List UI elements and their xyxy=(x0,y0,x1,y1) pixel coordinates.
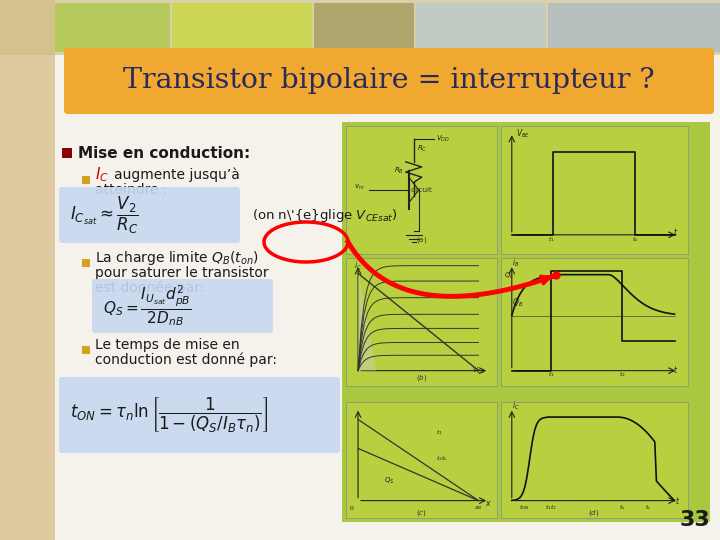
Text: augmente jusqu’à: augmente jusqu’à xyxy=(114,168,240,183)
Text: atteindre :: atteindre : xyxy=(95,183,168,197)
Text: $x_B$: $x_B$ xyxy=(474,504,483,511)
Text: conduction est donné par:: conduction est donné par: xyxy=(95,353,277,367)
Bar xyxy=(342,122,710,522)
Text: $t$: $t$ xyxy=(672,364,678,375)
Bar xyxy=(62,148,72,158)
Text: $V_{DD}$: $V_{DD}$ xyxy=(436,134,450,144)
Text: $Q_S = \dfrac{I_{U_{sat}} d_{pB}^2}{2D_{nB}}$: $Q_S = \dfrac{I_{U_{sat}} d_{pB}^2}{2D_{… xyxy=(103,284,192,328)
Bar xyxy=(346,258,497,386)
Text: $t_2$: $t_2$ xyxy=(618,370,626,379)
Text: Le temps de mise en: Le temps de mise en xyxy=(95,338,240,352)
Bar xyxy=(314,3,414,52)
Text: $0$: $0$ xyxy=(349,504,354,512)
FancyBboxPatch shape xyxy=(64,48,714,114)
Text: $t_s$: $t_s$ xyxy=(632,235,639,244)
Text: $i_B$: $i_B$ xyxy=(512,256,519,269)
Text: $t_s$: $t_s$ xyxy=(618,503,626,511)
Text: $t_{ON} = \tau_n \ln\left[\dfrac{1}{1-(Q_S/I_B\tau_n)}\right]$: $t_{ON} = \tau_n \ln\left[\dfrac{1}{1-(Q… xyxy=(70,395,268,435)
Text: $Q_c$: $Q_c$ xyxy=(504,271,514,281)
Bar xyxy=(500,126,688,254)
Bar xyxy=(82,346,90,354)
Text: $V_{BE}$: $V_{BE}$ xyxy=(516,127,530,140)
FancyBboxPatch shape xyxy=(59,187,240,243)
Text: 33: 33 xyxy=(679,510,710,530)
Text: $t_2 t_s$: $t_2 t_s$ xyxy=(436,454,449,463)
Text: $t_1$: $t_1$ xyxy=(548,235,554,244)
Text: est donnée par:: est donnée par: xyxy=(95,281,204,295)
Text: $t_1 t_2$: $t_1 t_2$ xyxy=(545,503,557,511)
Text: $(d)$: $(d)$ xyxy=(588,508,600,518)
Text: $(c)$: $(c)$ xyxy=(416,508,427,518)
FancyBboxPatch shape xyxy=(59,377,340,453)
Text: $Q_S$: $Q_S$ xyxy=(384,476,394,487)
Text: $t_c$: $t_c$ xyxy=(645,503,652,511)
Bar xyxy=(172,3,312,52)
Text: $x$: $x$ xyxy=(485,500,491,508)
Text: circuit: circuit xyxy=(410,187,432,193)
Text: $t_{ON}$: $t_{ON}$ xyxy=(519,503,531,511)
Bar xyxy=(346,126,497,254)
FancyBboxPatch shape xyxy=(92,279,273,333)
Text: La charge limite $Q_B(t_{on})$: La charge limite $Q_B(t_{on})$ xyxy=(95,249,259,267)
Text: $Q_B$: $Q_B$ xyxy=(512,296,523,309)
Text: pour saturer le transistor: pour saturer le transistor xyxy=(95,266,269,280)
Text: Transistor bipolaire = interrupteur ?: Transistor bipolaire = interrupteur ? xyxy=(123,68,654,94)
Bar xyxy=(416,3,546,52)
Bar xyxy=(500,402,688,518)
Text: $(b)$: $(b)$ xyxy=(415,373,427,383)
Polygon shape xyxy=(358,271,376,370)
Bar xyxy=(82,176,90,184)
Text: $i_C$: $i_C$ xyxy=(354,259,361,272)
Bar xyxy=(346,402,497,518)
Bar xyxy=(500,258,688,386)
Text: $(a)$: $(a)$ xyxy=(415,235,427,245)
Text: $i_C$: $i_C$ xyxy=(512,400,520,413)
Bar xyxy=(55,3,170,52)
Text: $\mathit{I}_C$: $\mathit{I}_C$ xyxy=(95,166,109,184)
Text: $R_B$: $R_B$ xyxy=(394,166,404,176)
Text: $t$: $t$ xyxy=(672,226,678,237)
Bar xyxy=(55,55,720,540)
Text: $I_{C_{sat}} \approx \dfrac{V_2}{R_C}$: $I_{C_{sat}} \approx \dfrac{V_2}{R_C}$ xyxy=(70,194,139,235)
Text: $v_m$: $v_m$ xyxy=(354,183,364,192)
Text: $t$: $t$ xyxy=(675,495,680,506)
Text: $t_1$: $t_1$ xyxy=(436,428,444,437)
Bar xyxy=(82,259,90,267)
Bar xyxy=(0,0,720,55)
Text: (on n\'{e}glige $V_{CEsat}$): (on n\'{e}glige $V_{CEsat}$) xyxy=(252,206,398,224)
Text: Mise en conduction:: Mise en conduction: xyxy=(78,145,251,160)
Bar xyxy=(0,0,55,540)
Bar xyxy=(548,3,720,52)
Text: $V_{CE}$: $V_{CE}$ xyxy=(472,366,485,376)
Text: $R_C$: $R_C$ xyxy=(417,144,427,154)
Text: $t_1$: $t_1$ xyxy=(548,370,554,379)
